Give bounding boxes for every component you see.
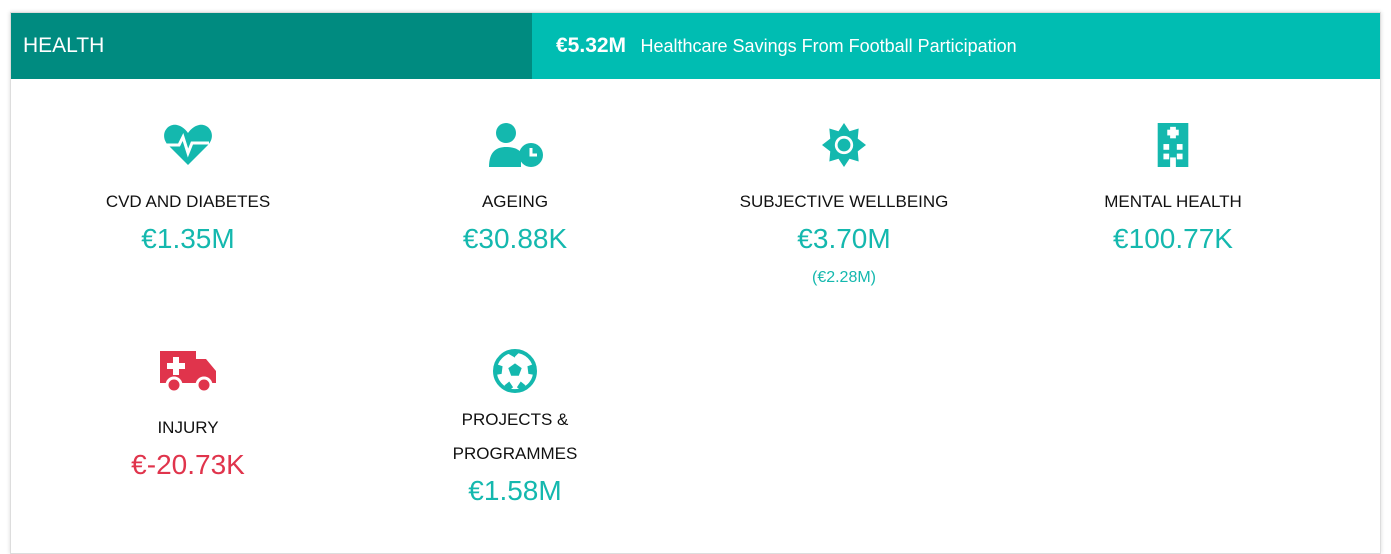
header-total: €5.32M <box>556 34 627 57</box>
item-label: PROJECTS & PROGRAMMES <box>452 410 578 463</box>
item: PROJECTS & PROGRAMMES €1.58M <box>385 349 645 509</box>
item-note: (€2.28M) <box>811 269 877 286</box>
item: MENTAL HEALTH €100.77K <box>1043 123 1303 257</box>
football-icon <box>493 349 537 393</box>
ambulance-icon <box>160 351 216 393</box>
item: CVD AND DIABETES €1.35M <box>58 123 318 257</box>
item-value: €1.58M <box>468 475 562 506</box>
item-value: €30.88K <box>462 223 568 254</box>
item-value: €3.70M <box>797 223 891 254</box>
item: AGEING €30.88K <box>385 123 645 257</box>
item: INJURY €-20.73K <box>58 349 318 483</box>
item-label: MENTAL HEALTH <box>1104 192 1242 211</box>
item-value: €1.35M <box>141 223 235 254</box>
header-subtitle: Healthcare Savings From Football Partici… <box>640 36 1017 56</box>
health-card: HEALTH €5.32M Healthcare Savings From Fo… <box>10 12 1381 554</box>
item-label: AGEING <box>481 192 549 211</box>
item-label: INJURY <box>157 418 219 437</box>
hospital-icon <box>1157 123 1189 167</box>
item-label: SUBJECTIVE WELLBEING <box>739 192 949 211</box>
item: SUBJECTIVE WELLBEING €3.70M (€2.28M) <box>714 123 974 287</box>
sun-icon <box>822 123 866 167</box>
item-value: €100.77K <box>1113 223 1233 254</box>
item-value: €-20.73K <box>131 449 245 480</box>
ageing-icon <box>489 123 543 167</box>
item-label: CVD AND DIABETES <box>105 192 271 211</box>
header-summary: €5.32M Healthcare Savings From Football … <box>532 13 1380 79</box>
heart-icon <box>164 124 212 165</box>
header-title: HEALTH <box>11 13 532 79</box>
